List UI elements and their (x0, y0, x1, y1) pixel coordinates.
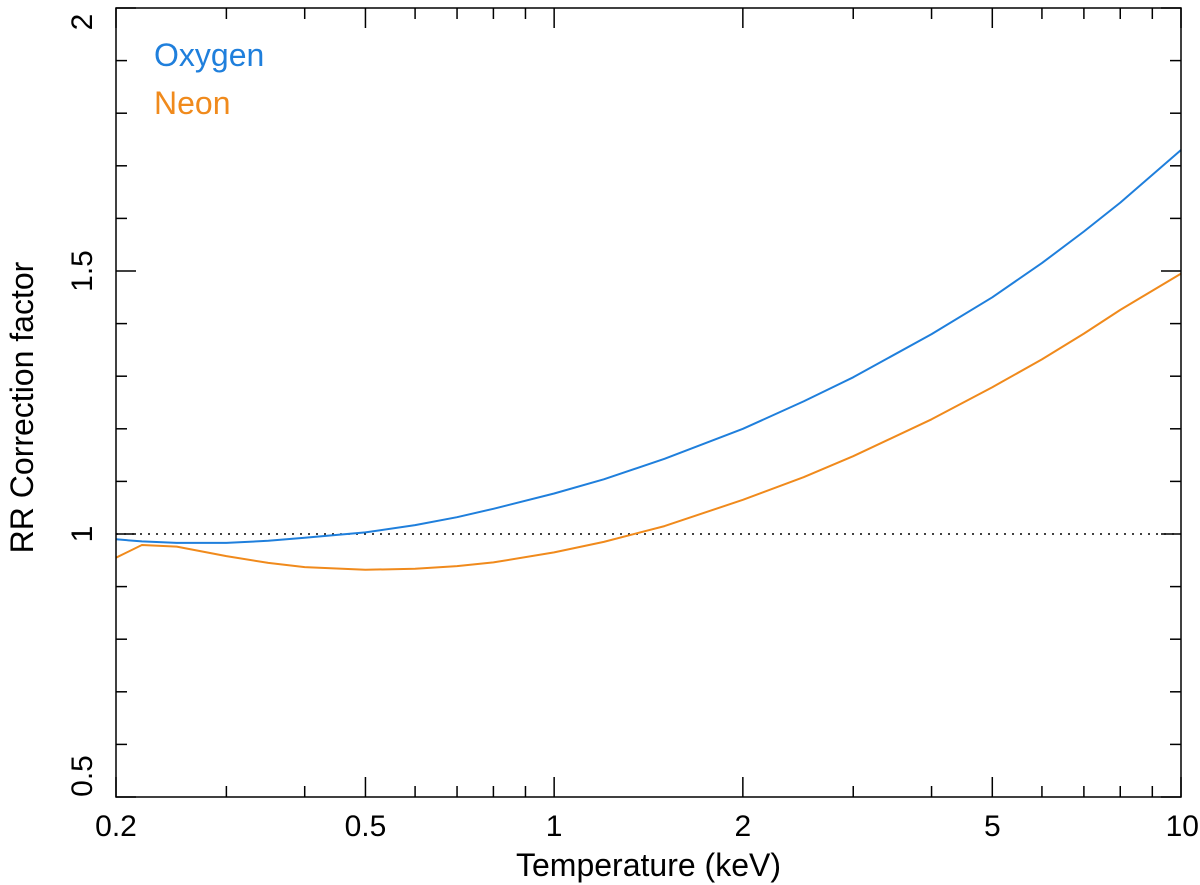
x-axis-title: Temperature (keV) (516, 847, 781, 883)
x-tick-label: 0.5 (345, 810, 387, 843)
legend-entry-neon: Neon (154, 85, 231, 121)
x-tick-label: 0.2 (95, 810, 137, 843)
tick-layer (115, 7, 1182, 798)
series-line-oxygen (115, 149, 1182, 544)
x-tick-label: 10 (1166, 810, 1199, 843)
y-tick-label: 0.5 (66, 755, 99, 797)
plot-frame (115, 7, 1182, 798)
y-tick-label: 1.5 (66, 250, 99, 292)
legend-entry-oxygen: Oxygen (154, 37, 264, 73)
x-tick-label: 1 (546, 810, 563, 843)
series-line-neon (115, 272, 1182, 571)
series-layer (115, 149, 1182, 571)
y-axis-title: RR Correction factor (4, 261, 40, 553)
x-tick-label: 5 (984, 810, 1001, 843)
y-tick-label: 1 (66, 526, 99, 543)
y-tick-label: 2 (66, 14, 99, 31)
x-tick-label: 2 (735, 810, 752, 843)
label-layer: 0.2 0.5 1 2 5 10 0.5 1 1.5 2 (66, 14, 1199, 843)
legend: Oxygen Neon (154, 37, 264, 121)
